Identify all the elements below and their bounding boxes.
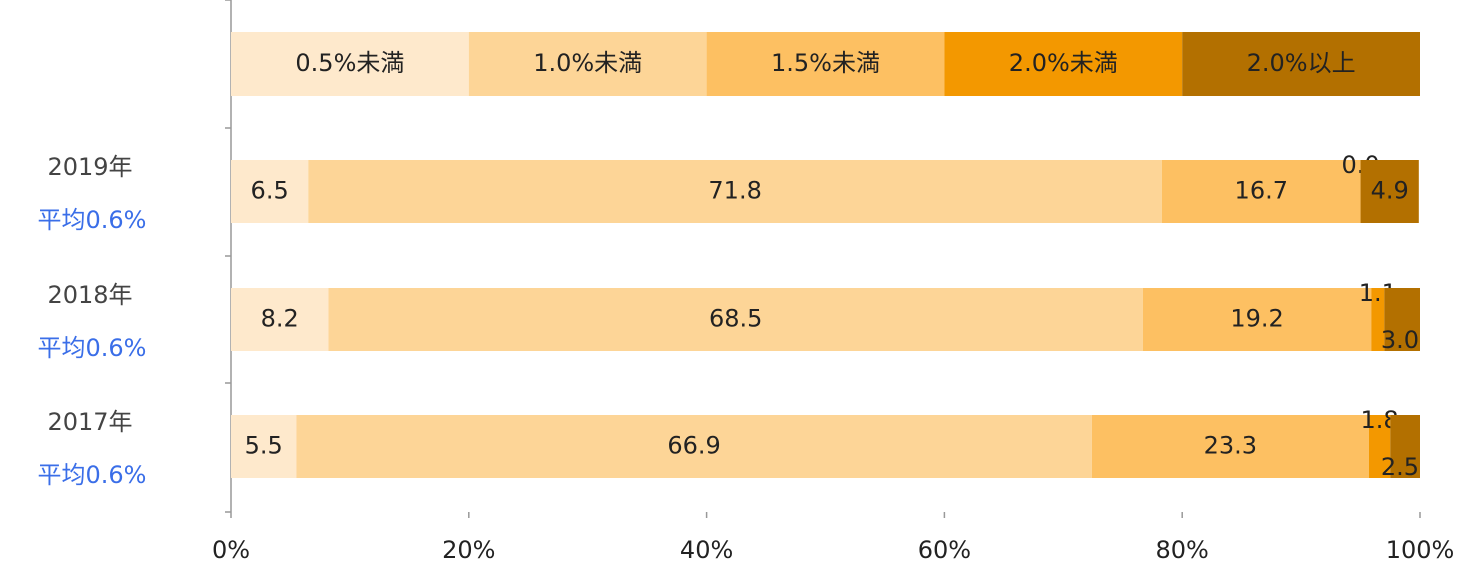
bar-segment xyxy=(1368,415,1391,478)
legend-swatch xyxy=(468,32,707,96)
bar-segment xyxy=(1091,415,1369,478)
value-label: 71.8 xyxy=(708,177,761,205)
bar-segment xyxy=(231,288,329,351)
bar-segment xyxy=(1360,160,1419,223)
bar-segment xyxy=(308,160,1162,223)
x-tick-label: 60% xyxy=(918,536,971,564)
value-label: 23.3 xyxy=(1204,432,1257,460)
annotation: 平均0.6% xyxy=(38,206,147,234)
x-tick-label: 20% xyxy=(442,536,495,564)
x-tick-label: 100% xyxy=(1386,536,1455,564)
bar-segment xyxy=(296,415,1092,478)
category-label: 2017年 xyxy=(47,408,132,436)
value-label: 4.9 xyxy=(1371,177,1409,205)
bar-segment xyxy=(1384,288,1420,351)
value-label: 3.0 xyxy=(1381,326,1419,354)
x-tick-label: 40% xyxy=(680,536,733,564)
x-tick-label: 80% xyxy=(1156,536,1209,564)
legend-label: 1.5%未満 xyxy=(771,49,880,77)
value-label: 2.5 xyxy=(1381,453,1419,481)
bar-segment xyxy=(1142,288,1372,351)
bar-segment xyxy=(328,288,1143,351)
value-label: 5.5 xyxy=(245,432,283,460)
value-label: 8.2 xyxy=(261,305,299,333)
legend-label: 0.5%未満 xyxy=(295,49,404,77)
legend-label: 2.0%以上 xyxy=(1247,49,1356,77)
value-label: 6.5 xyxy=(251,177,289,205)
bar-segment xyxy=(1390,415,1420,478)
legend-swatch xyxy=(706,32,945,96)
annotation: 平均0.6% xyxy=(38,461,147,489)
bar-segment xyxy=(1371,288,1385,351)
bar-segment xyxy=(1161,160,1361,223)
category-label: 2019年 xyxy=(47,153,132,181)
legend-swatch xyxy=(944,32,1183,96)
category-label: 2018年 xyxy=(47,281,132,309)
value-label: 66.9 xyxy=(667,432,720,460)
legend-swatch xyxy=(231,32,469,96)
bar-segment xyxy=(231,415,297,478)
legend-label: 2.0%未満 xyxy=(1009,49,1118,77)
x-tick-label: 0% xyxy=(212,536,250,564)
value-label: 16.7 xyxy=(1235,177,1288,205)
value-label: 19.2 xyxy=(1230,305,1283,333)
bar-segment xyxy=(231,160,309,223)
value-label: 68.5 xyxy=(709,305,762,333)
annotation: 平均0.6% xyxy=(38,334,147,362)
legend-swatch xyxy=(1182,32,1420,96)
legend-label: 1.0%未満 xyxy=(533,49,642,77)
